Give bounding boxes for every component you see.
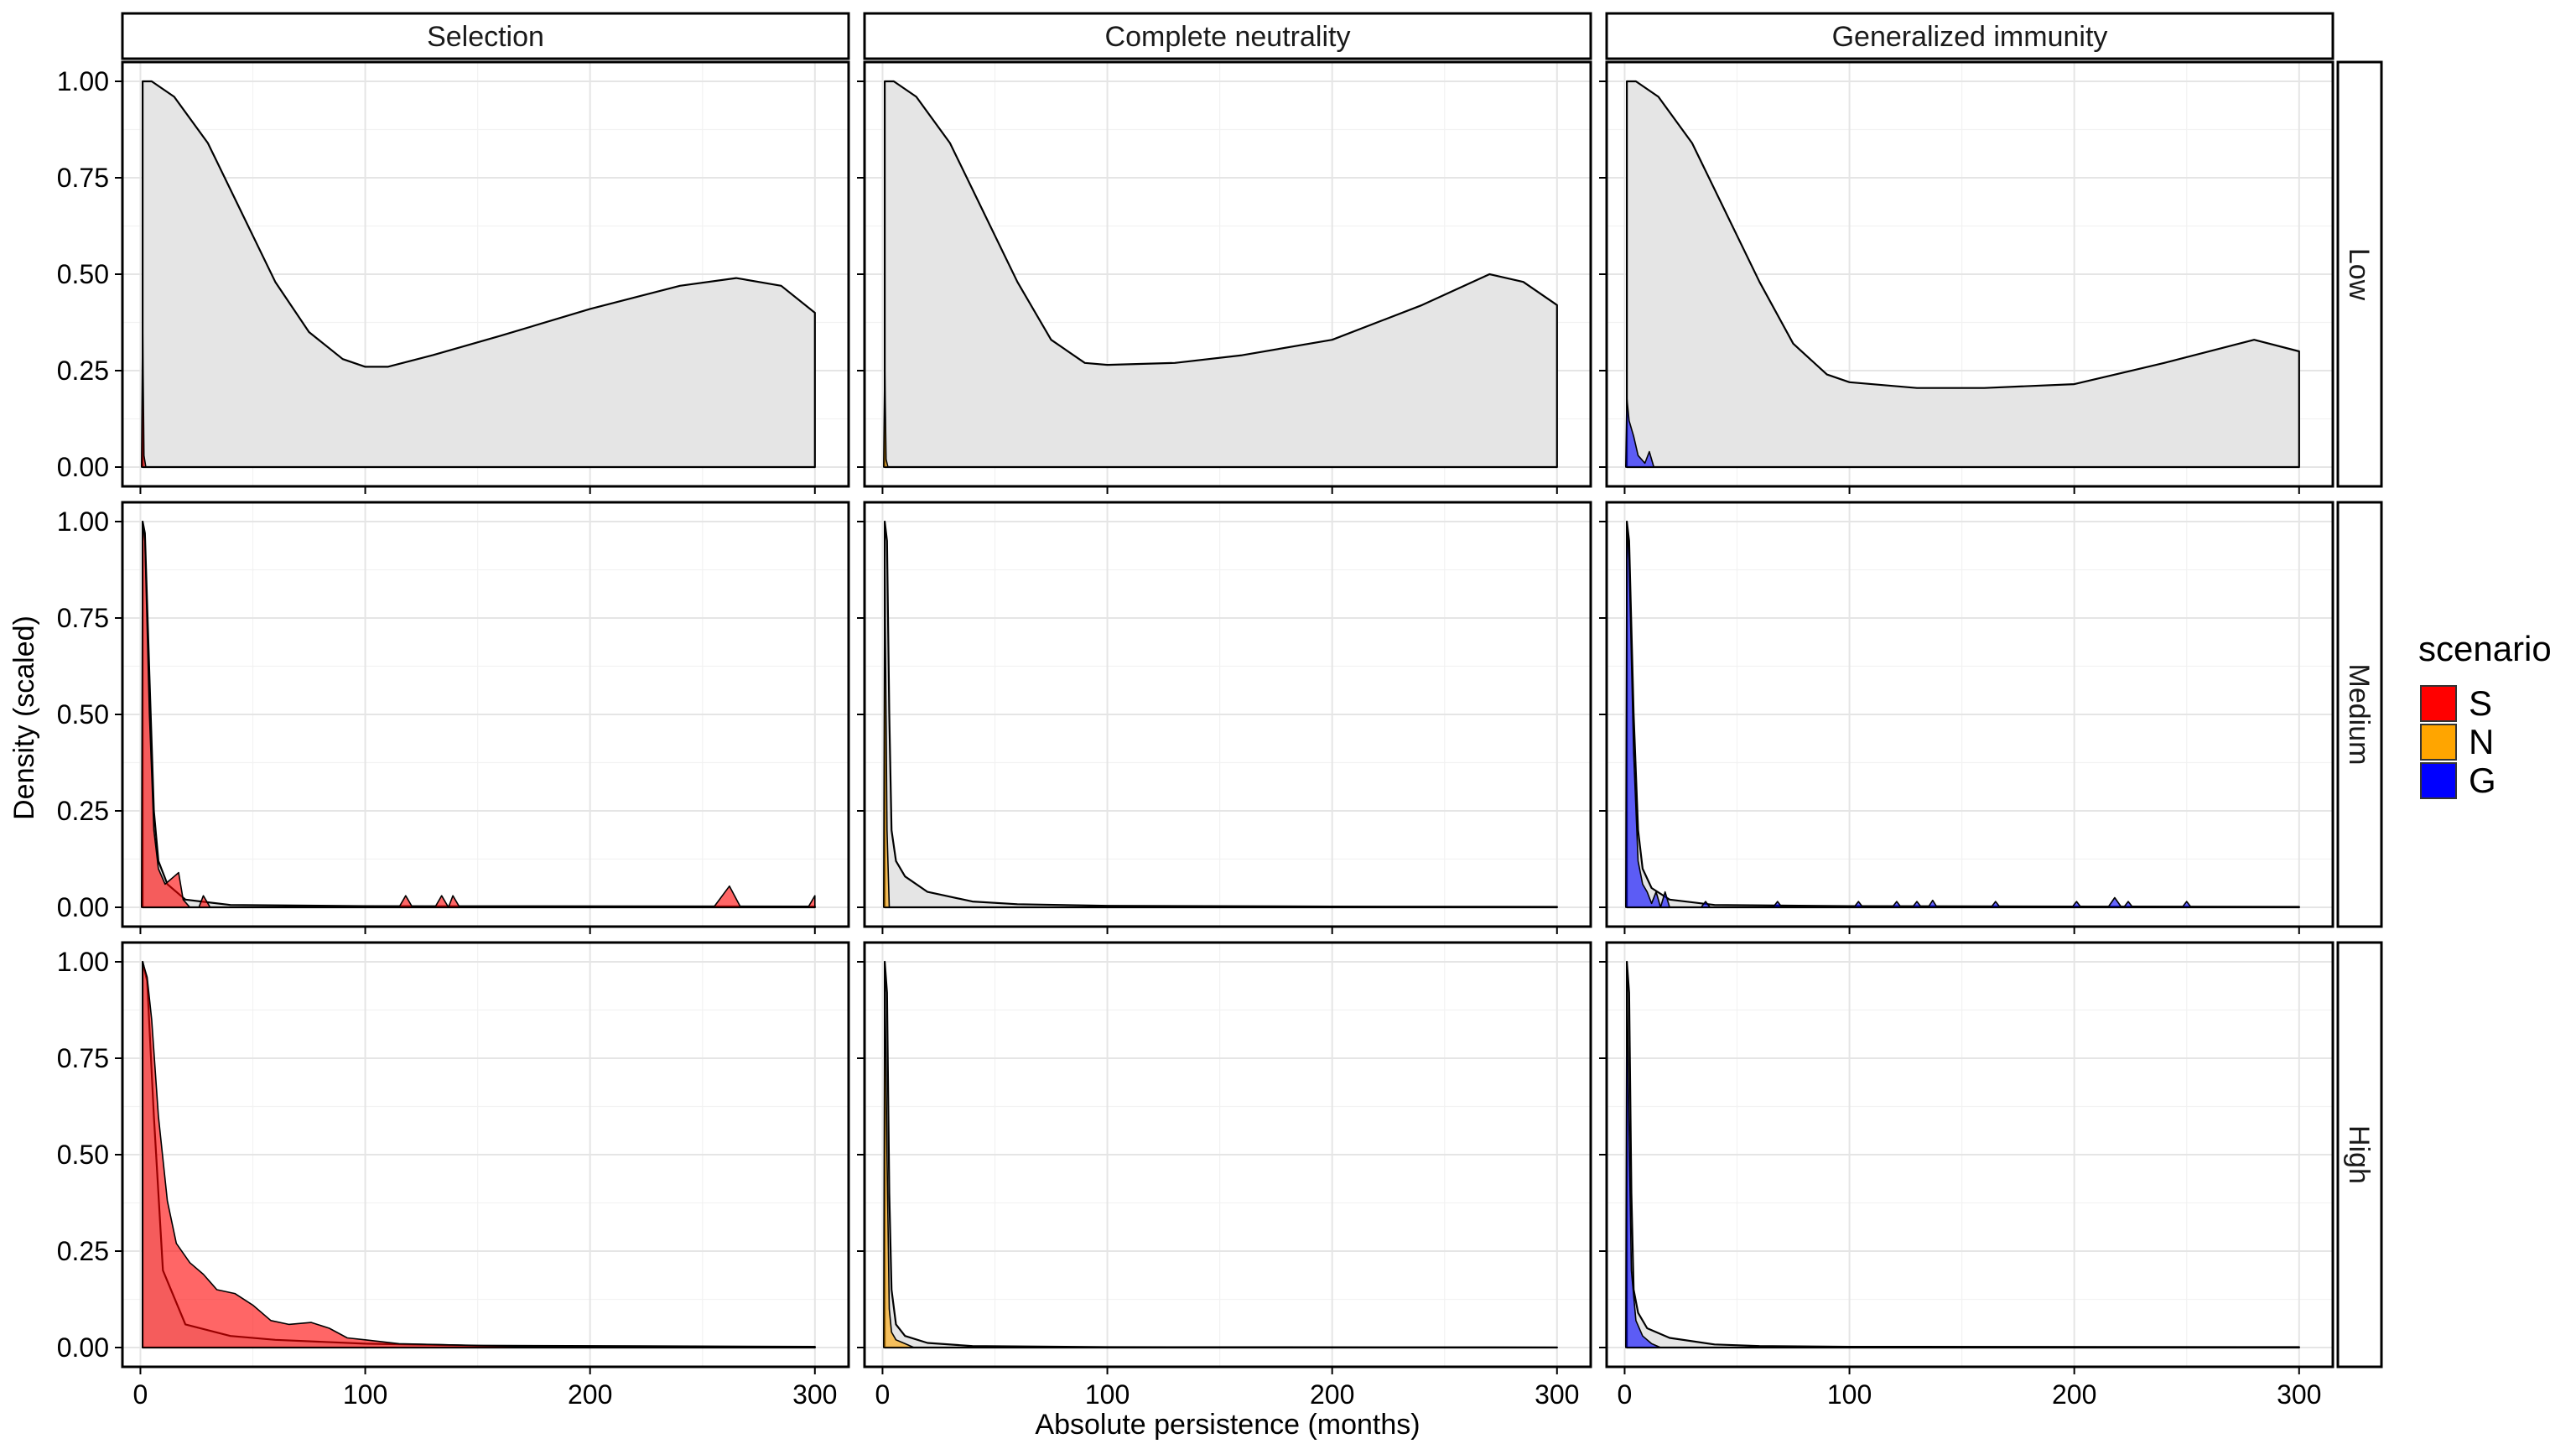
y-tick-label: 0.50 [57, 699, 109, 730]
y-tick-label: 1.00 [57, 506, 109, 537]
column-strip [1605, 12, 2334, 60]
legend-key-n [2420, 724, 2457, 761]
y-tick-label: 0.00 [57, 1332, 109, 1363]
axes-layer: 0.00 0.25 0.50 0.75 1.00 0.00 0.25 0.50 0.75 1.00… [57, 66, 2322, 1410]
y-tick-label: 0.50 [57, 1140, 109, 1170]
x-tick-label: 0 [133, 1379, 148, 1410]
density-area-g [1625, 397, 1655, 468]
y-tick-label: 0.00 [57, 892, 109, 922]
density-area-total [884, 960, 1558, 1349]
x-tick-label: 0 [1618, 1379, 1633, 1410]
x-tick-label: 200 [568, 1379, 612, 1410]
panel-medium-2 [857, 501, 1592, 934]
y-tick-label: 1.00 [57, 66, 109, 96]
panel-medium-1 [115, 501, 850, 934]
x-tick-label: 300 [2277, 1379, 2321, 1410]
legend-label-g: G [2469, 761, 2496, 800]
legend-entries: SNG [2420, 683, 2496, 800]
density-area-total [1626, 520, 2300, 909]
panel-low-3 [1599, 60, 2334, 494]
row-strip [2336, 60, 2383, 488]
x-tick-label: 100 [1085, 1379, 1130, 1410]
y-tick-label: 0.50 [57, 259, 109, 289]
legend: scenario SNG [2418, 629, 2552, 800]
y-tick-label: 1.00 [57, 947, 109, 977]
panel-low-1 [115, 60, 850, 494]
y-tick-label: 0.25 [57, 796, 109, 826]
density-area-n [883, 961, 915, 1348]
x-tick-label: 300 [792, 1379, 837, 1410]
legend-key-g [2420, 762, 2457, 799]
density-area-s [142, 961, 816, 1348]
x-axis-title: Absolute persistence (months) [1035, 1409, 1420, 1441]
strips-layer: Selection Complete neutrality Generalized … [121, 12, 2383, 1368]
legend-label-s: S [2469, 683, 2492, 723]
x-tick-label: 100 [343, 1379, 387, 1410]
density-area-total [884, 520, 1558, 909]
x-tick-label: 200 [1310, 1379, 1354, 1410]
row-strip-label: Low [2343, 248, 2375, 301]
density-area-n [883, 559, 891, 908]
row-strip-label: High [2343, 1125, 2375, 1184]
column-strip [863, 12, 1592, 60]
y-tick-label: 0.00 [57, 452, 109, 482]
x-tick-label: 300 [1535, 1379, 1579, 1410]
density-area-g [1625, 961, 1662, 1348]
panels-layer [115, 60, 2334, 1374]
panel-medium-3 [1599, 501, 2334, 934]
column-strip-label: Selection [427, 21, 544, 53]
density-area-s [141, 324, 147, 468]
column-strip [121, 12, 850, 60]
legend-label-n: N [2469, 722, 2494, 761]
density-area-total [884, 80, 1558, 469]
row-strip-label: Medium [2343, 664, 2375, 766]
row-strip [2336, 501, 2383, 928]
legend-title: scenario [2418, 629, 2552, 668]
y-axis-title: Density (scaled) [8, 615, 40, 820]
density-area-n [883, 366, 889, 468]
density-area-total [142, 80, 816, 469]
y-tick-label: 0.75 [57, 603, 109, 633]
density-area-total [1626, 960, 2300, 1349]
y-tick-label: 0.75 [57, 163, 109, 193]
panel-low-2 [857, 60, 1592, 494]
row-strip [2336, 941, 2383, 1368]
density-area-s [141, 521, 816, 908]
legend-key-s [2420, 685, 2457, 722]
y-tick-label: 0.25 [57, 1236, 109, 1266]
x-tick-label: 0 [875, 1379, 891, 1410]
y-tick-label: 0.75 [57, 1043, 109, 1073]
x-tick-label: 200 [2052, 1379, 2096, 1410]
column-strip-label: Generalized immunity [1832, 21, 2108, 53]
x-tick-label: 100 [1827, 1379, 1872, 1410]
panel-high-2 [857, 941, 1592, 1374]
panel-high-1 [115, 941, 850, 1374]
density-area-total [1626, 80, 2300, 469]
panel-high-3 [1599, 941, 2334, 1374]
column-strip-label: Complete neutrality [1105, 21, 1351, 53]
density-area-g [1625, 521, 2192, 908]
y-tick-label: 0.25 [57, 356, 109, 386]
